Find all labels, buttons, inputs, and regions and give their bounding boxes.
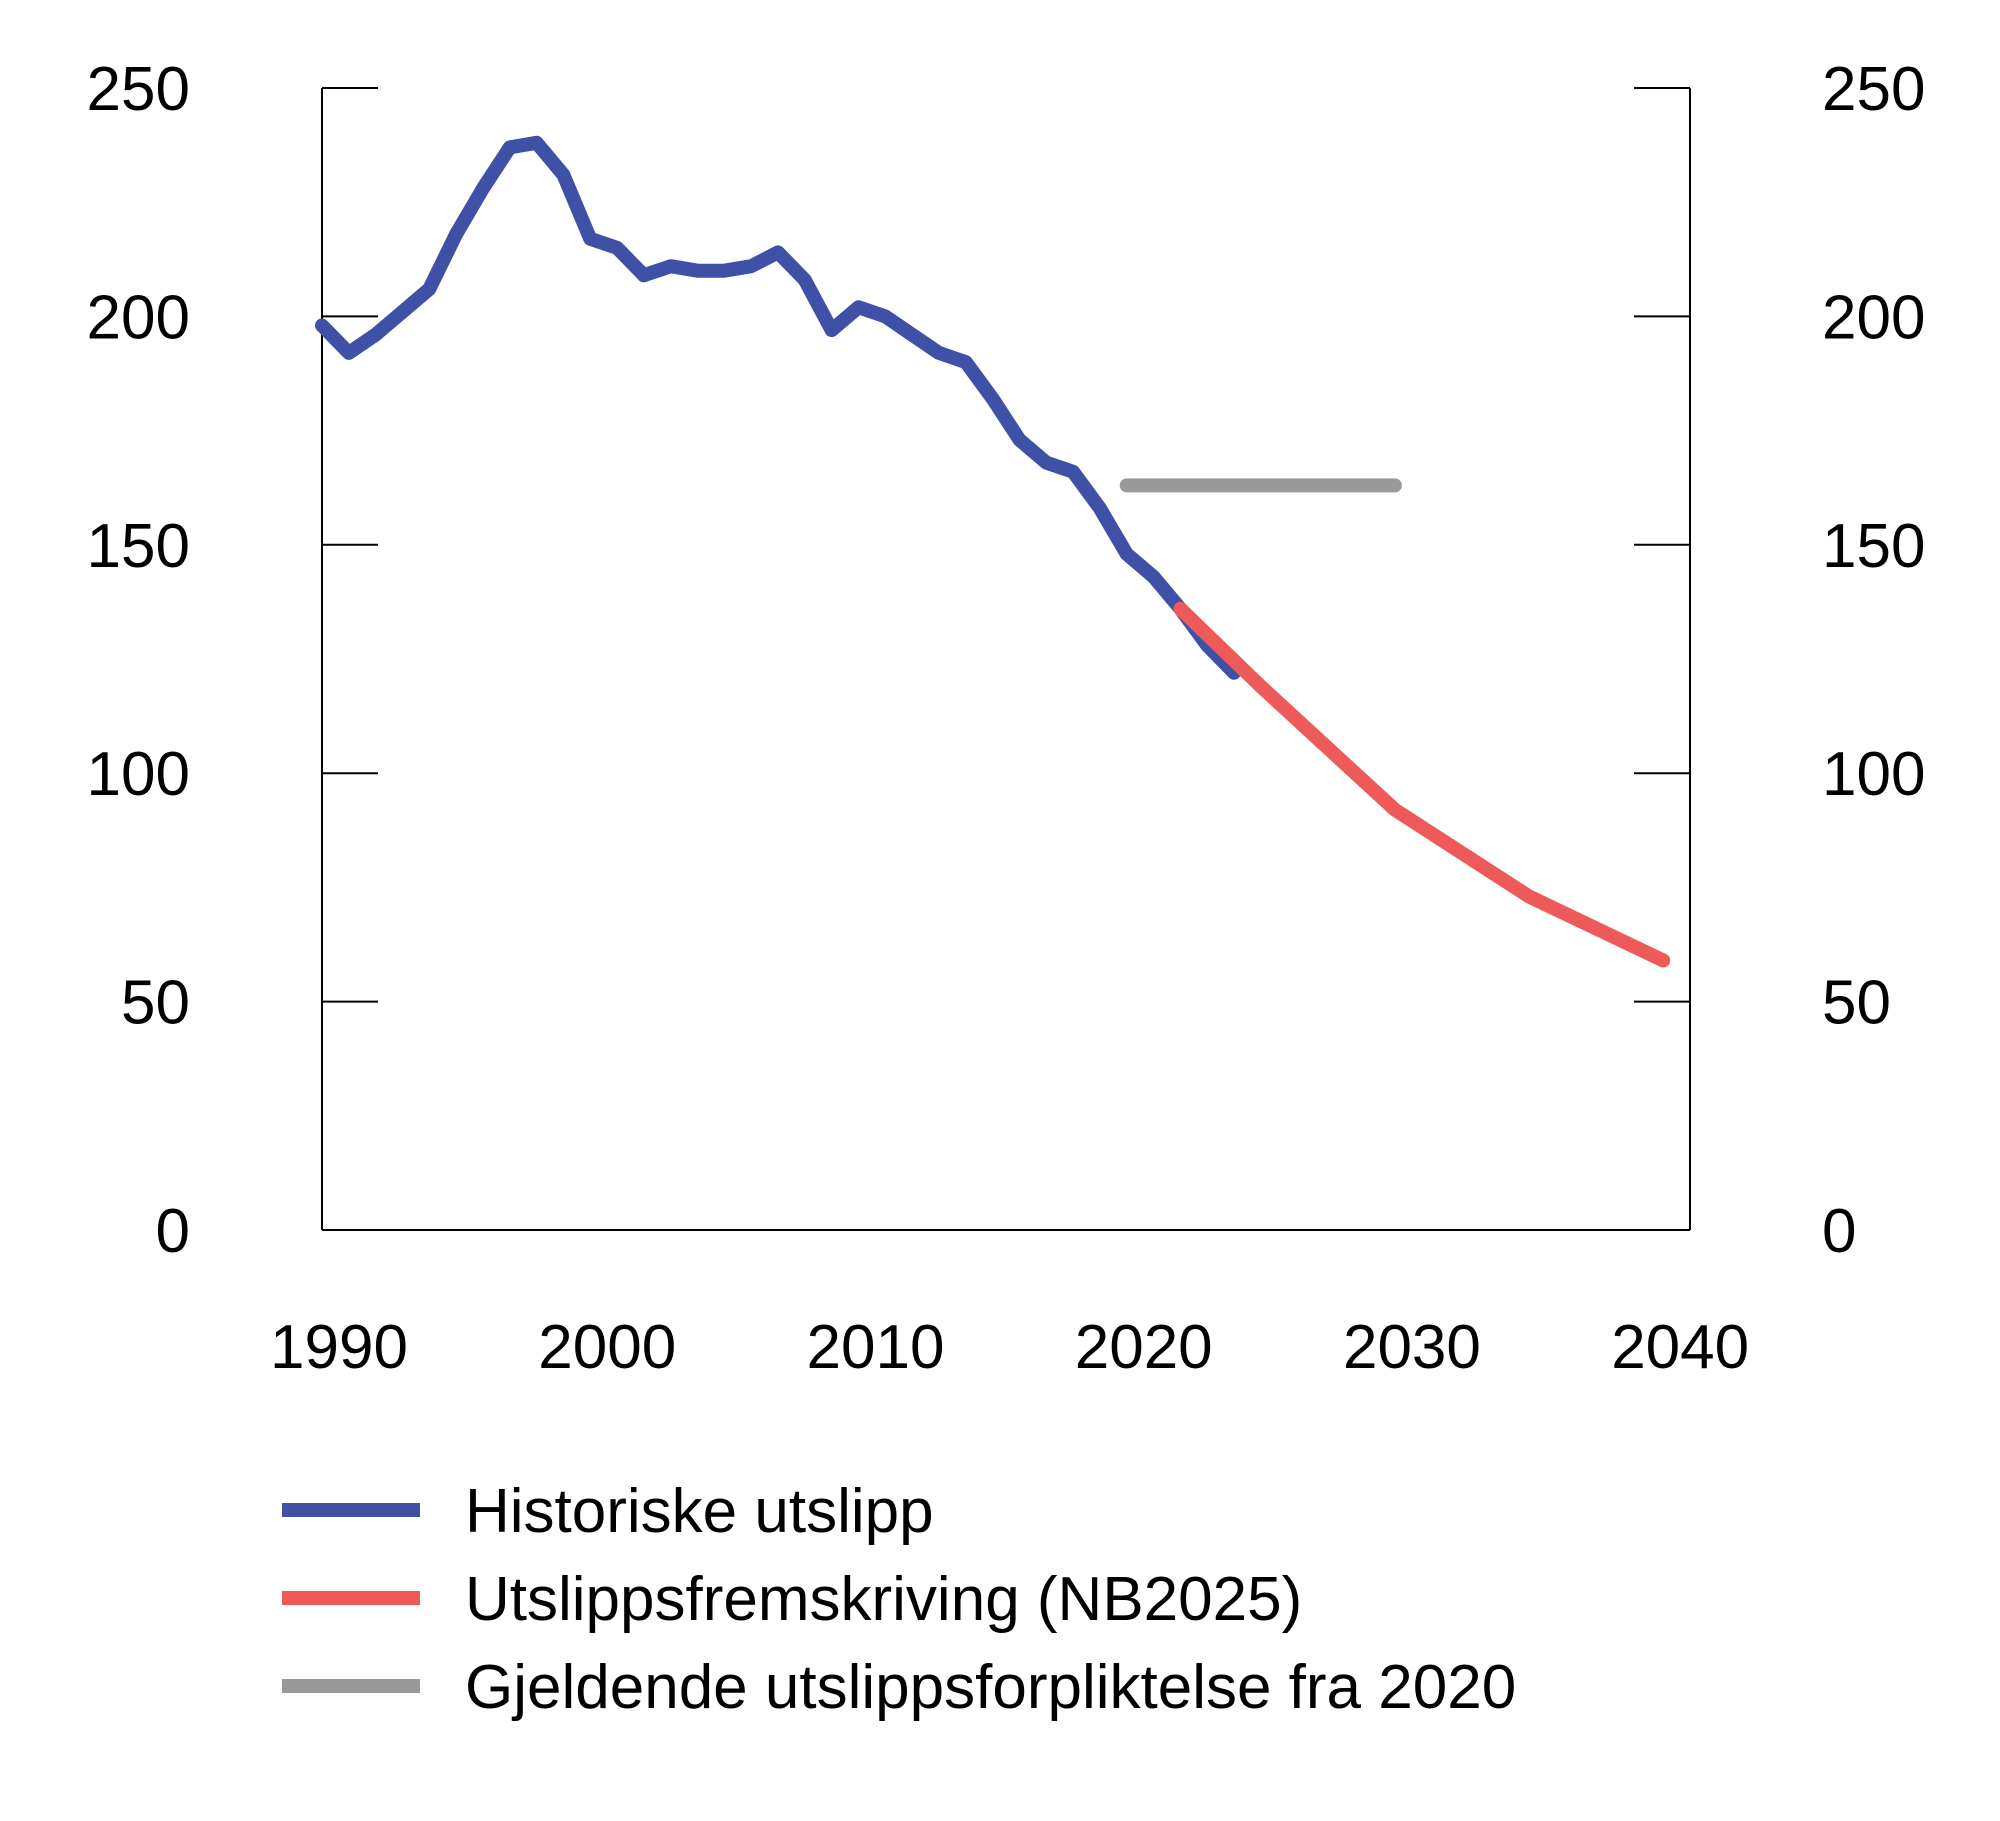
legend-label-0: Historiske utslipp bbox=[465, 1477, 934, 1546]
y-tick-label-left: 200 bbox=[87, 283, 190, 352]
series-layer bbox=[315, 135, 1671, 968]
series-line-1 bbox=[1173, 601, 1671, 968]
y-tick-label-right: 0 bbox=[1822, 1197, 1856, 1266]
x-tick-label: 2030 bbox=[1343, 1313, 1481, 1382]
y-tick-label-right: 200 bbox=[1822, 283, 1925, 352]
y-tick-label-left: 0 bbox=[156, 1197, 190, 1266]
y-tick-label-left: 150 bbox=[87, 512, 190, 581]
y-tick-label-right: 50 bbox=[1822, 969, 1891, 1038]
x-tick-label: 2010 bbox=[807, 1313, 945, 1382]
y-tick-label-right: 100 bbox=[1822, 740, 1925, 809]
legend-label-1: Utslippsfremskriving (NB2025) bbox=[465, 1565, 1302, 1634]
y-tick-label-left: 50 bbox=[121, 969, 190, 1038]
x-tick-label: 1990 bbox=[270, 1313, 408, 1382]
x-tick-label: 2000 bbox=[538, 1313, 676, 1382]
y-tick-label-right: 250 bbox=[1822, 55, 1925, 124]
legend-label-2: Gjeldende utslippsforpliktelse fra 2020 bbox=[465, 1653, 1516, 1722]
axes-layer: 0 50 100 150 200 250 0 50 100 150 200 250 1990 2000 20… bbox=[87, 55, 1926, 1382]
y-tick-label-left: 100 bbox=[87, 740, 190, 809]
series-line-0 bbox=[315, 135, 1241, 680]
y-tick-label-left: 250 bbox=[87, 55, 190, 124]
x-tick-label: 2040 bbox=[1611, 1313, 1749, 1382]
y-tick-label-right: 150 bbox=[1822, 512, 1925, 581]
x-tick-label: 2020 bbox=[1075, 1313, 1213, 1382]
legend: Historiske utslipp Utslippsfremskriving (… bbox=[282, 1477, 1516, 1722]
